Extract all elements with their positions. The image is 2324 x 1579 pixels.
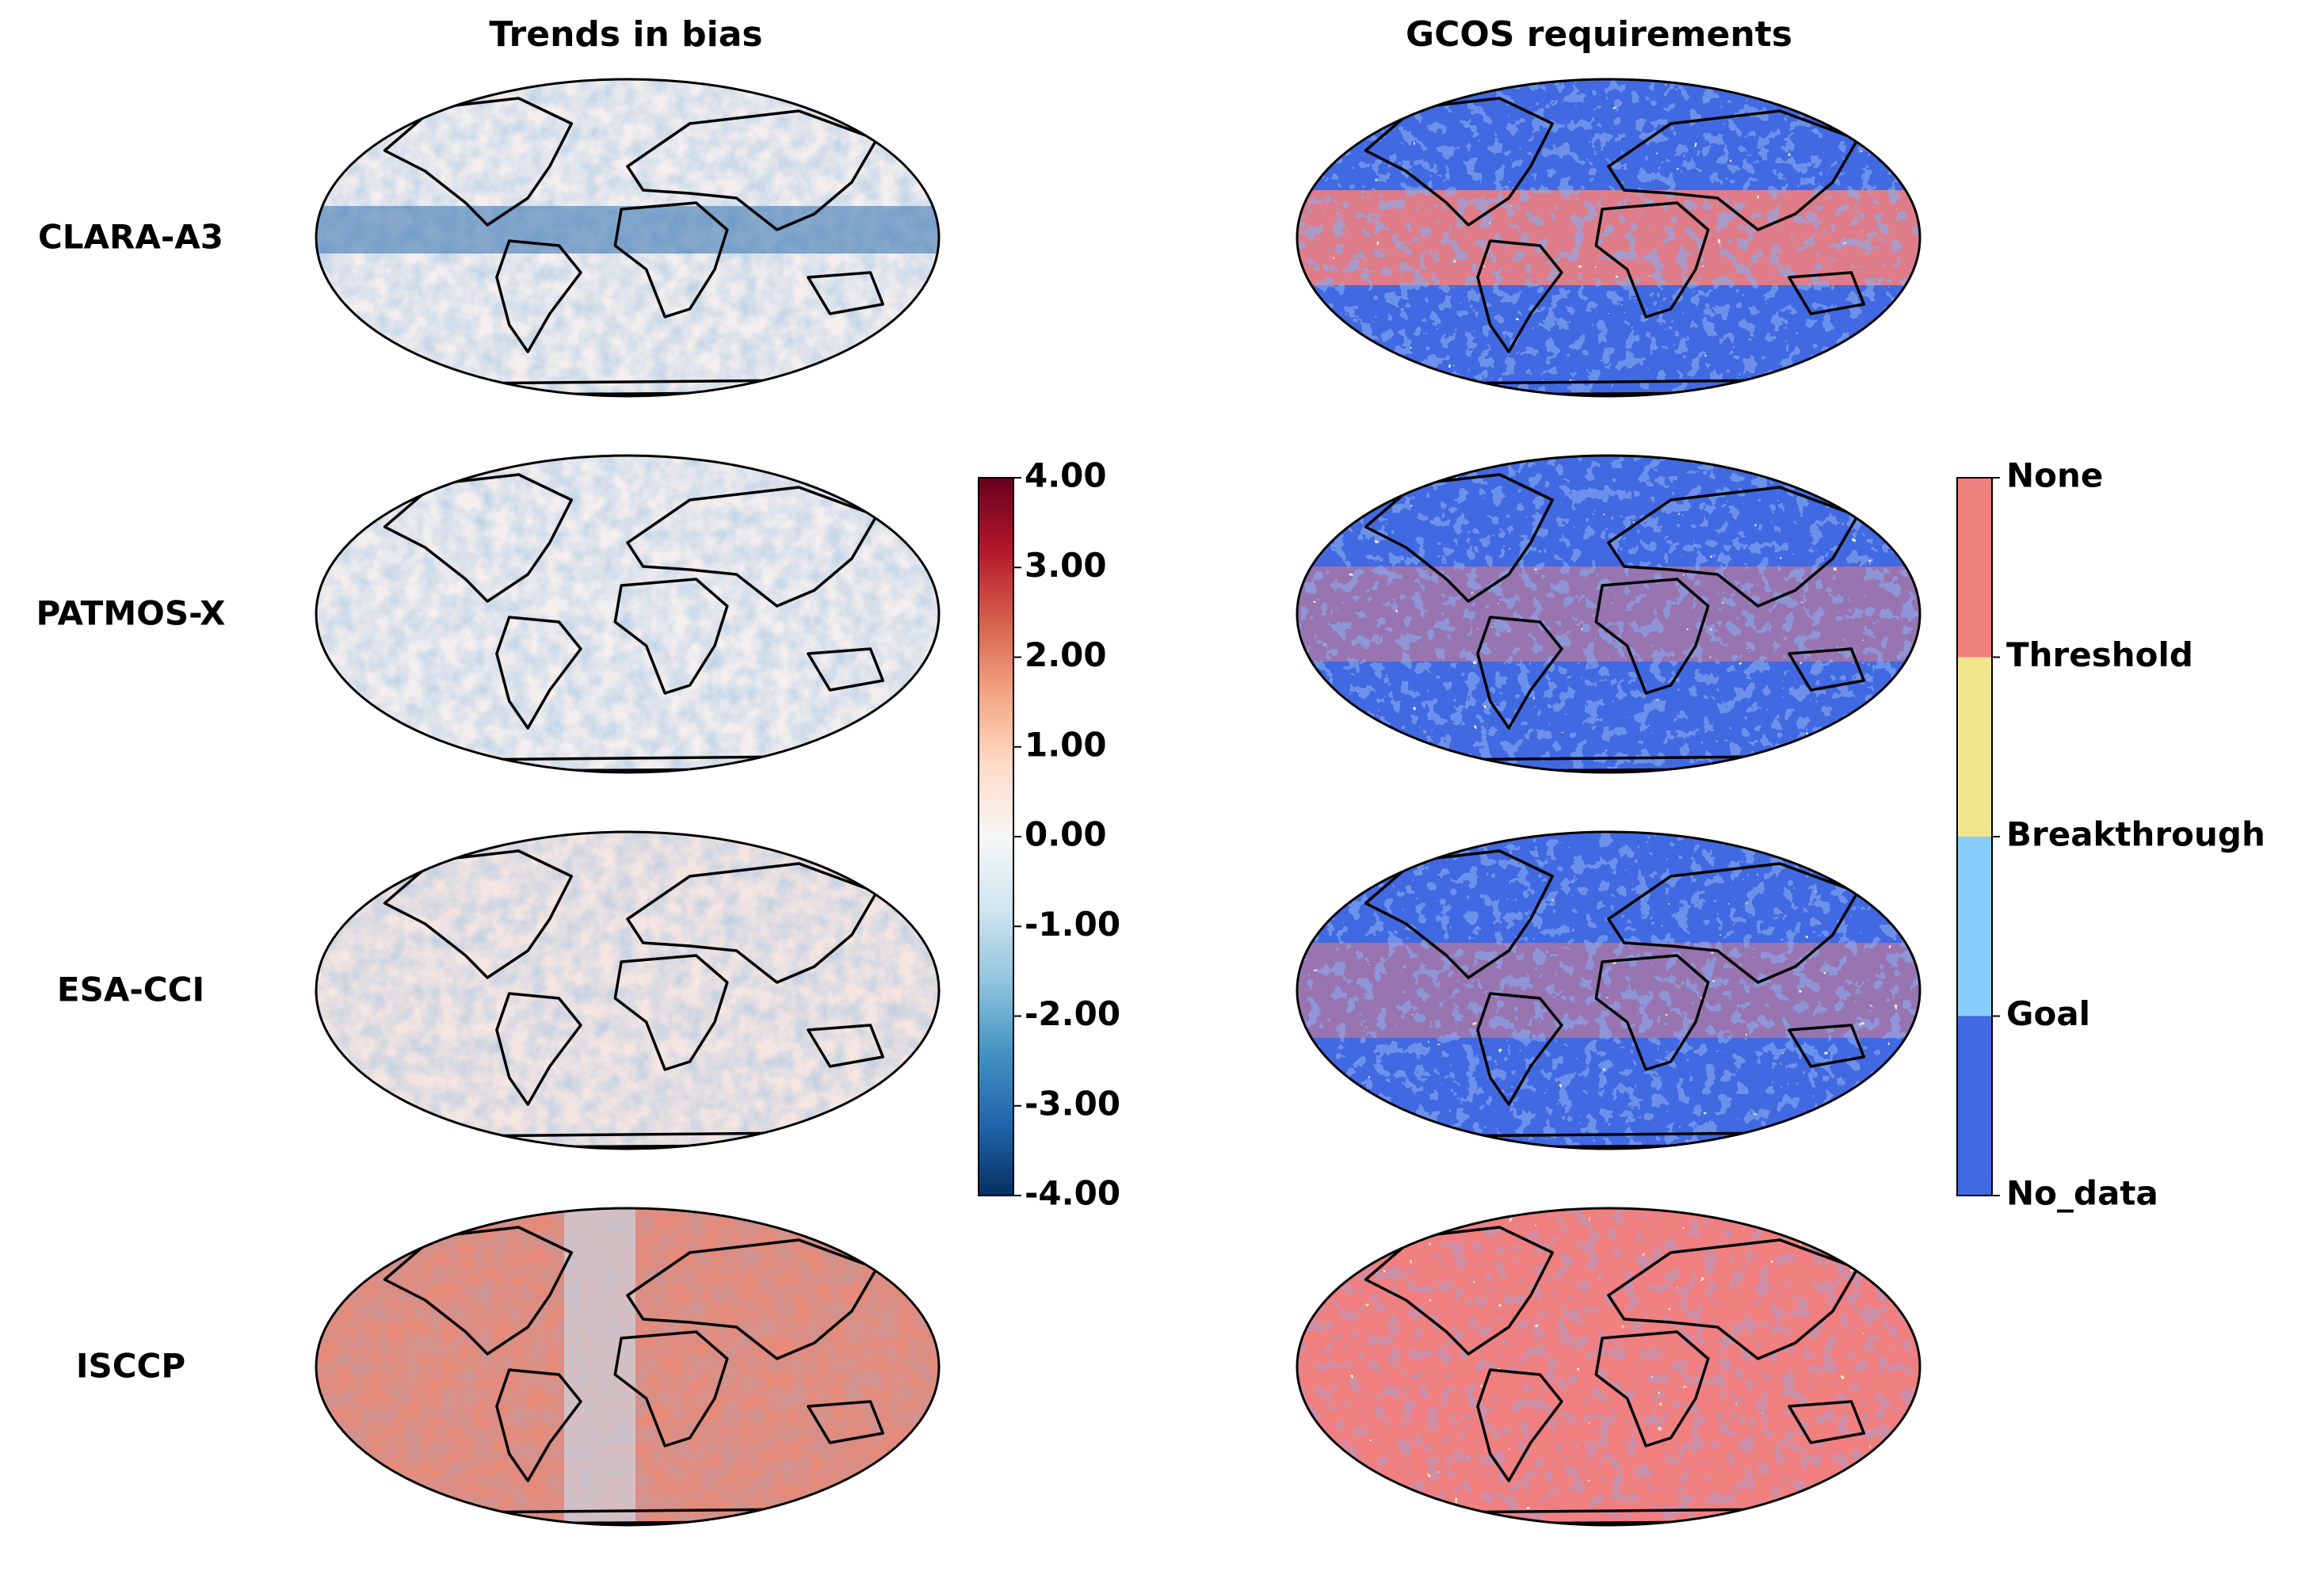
- legend-label: Threshold: [2006, 635, 2193, 674]
- map-border: [315, 830, 941, 1150]
- map-border: [1296, 830, 1921, 1150]
- bias-map-clara-a3: [315, 78, 941, 398]
- coastline: [1364, 1226, 1555, 1356]
- coastline: [383, 1226, 574, 1356]
- coastline: [1476, 992, 1563, 1106]
- map-border: [1296, 1207, 1921, 1527]
- map-border: [315, 1207, 941, 1527]
- colorbar-tick-label: 2.00: [1025, 635, 1107, 674]
- row-label: PATMOS-X: [36, 594, 226, 633]
- coastline: [495, 239, 582, 353]
- coastline: [1594, 201, 1710, 318]
- legend-label: No_data: [2006, 1174, 2158, 1213]
- coastline: [1476, 239, 1563, 353]
- legend-label: Breakthrough: [2006, 815, 2265, 854]
- gcos-map-esa-cci: [1296, 830, 1921, 1150]
- row-label: ISCCP: [76, 1347, 185, 1386]
- coastline: [626, 486, 879, 608]
- coastline: [383, 97, 574, 227]
- coastline: [1788, 1400, 1866, 1444]
- map-border: [315, 454, 941, 774]
- coastline: [495, 616, 582, 730]
- coastline: [1594, 1330, 1710, 1447]
- legend-swatch: [1957, 1016, 1992, 1196]
- gcos-legend: None Threshold Breakthrough Goal No_data: [1956, 456, 2265, 1213]
- map-border: [1296, 78, 1921, 398]
- coastline: [495, 1368, 582, 1482]
- colorbar-tick-label: 4.00: [1025, 456, 1107, 495]
- coastline: [1476, 616, 1563, 730]
- coastline: [1788, 271, 1866, 315]
- coastline: [1364, 849, 1555, 979]
- coastline: [613, 954, 729, 1071]
- left-column-title: Trends in bias: [489, 14, 762, 55]
- colorbar-tick-label: -4.00: [1025, 1174, 1120, 1213]
- coastline: [495, 992, 582, 1106]
- coastline: [1607, 109, 1860, 231]
- coastline: [626, 1238, 879, 1360]
- coastline: [1788, 1024, 1866, 1068]
- coastline: [1594, 578, 1710, 695]
- gcos-map-isccp: [1296, 1207, 1921, 1527]
- coastline: [1607, 1238, 1860, 1360]
- right-column-title: GCOS requirements: [1406, 14, 1792, 55]
- legend-swatch: [1957, 837, 1992, 1016]
- coastline: [807, 271, 885, 315]
- coastline: [626, 109, 879, 231]
- coastline: [1364, 473, 1555, 603]
- legend-swatch: [1957, 478, 1992, 658]
- coastline: [807, 1024, 885, 1068]
- coastline: [1594, 954, 1710, 1071]
- bias-map-patmos-x: [315, 454, 941, 774]
- coastline: [613, 201, 729, 318]
- colorbar-tick-label: -3.00: [1025, 1084, 1120, 1123]
- coastline: [383, 473, 574, 603]
- coastline: [1476, 1368, 1563, 1482]
- colorbar-tick-label: -2.00: [1025, 994, 1120, 1033]
- colorbar-tick-label: 0.00: [1025, 815, 1107, 854]
- colorbar-tick-label: 1.00: [1025, 725, 1107, 764]
- gcos-map-patmos-x: [1296, 454, 1921, 774]
- legend-label: Goal: [2006, 994, 2090, 1033]
- coastline: [383, 849, 574, 979]
- colorbar-gradient: [978, 477, 1014, 1196]
- coastline: [807, 647, 885, 692]
- map-border: [315, 78, 941, 398]
- gcos-map-clara-a3: [1296, 78, 1921, 398]
- row-label: ESA-CCI: [57, 971, 204, 1009]
- row-label: CLARA-A3: [38, 218, 223, 257]
- colorbar-tick-label: -1.00: [1025, 905, 1120, 944]
- coastline: [1364, 97, 1555, 227]
- map-border: [1296, 454, 1921, 774]
- coastline: [613, 578, 729, 695]
- coastline: [1607, 862, 1860, 984]
- legend-label: None: [2006, 456, 2103, 495]
- bias-map-esa-cci: [315, 830, 941, 1150]
- coastline: [807, 1400, 885, 1444]
- coastline: [613, 1330, 729, 1447]
- bias-colorbar: 4.00 3.00 2.00 1.00 0.00 -1.00 -2.00 -3.00 -4.00: [978, 456, 1120, 1213]
- coastline: [1788, 647, 1866, 692]
- coastline: [1607, 486, 1860, 608]
- legend-swatch: [1957, 657, 1992, 837]
- bias-map-isccp: [315, 1207, 941, 1527]
- colorbar-tick-label: 3.00: [1025, 546, 1107, 585]
- coastline: [626, 862, 879, 984]
